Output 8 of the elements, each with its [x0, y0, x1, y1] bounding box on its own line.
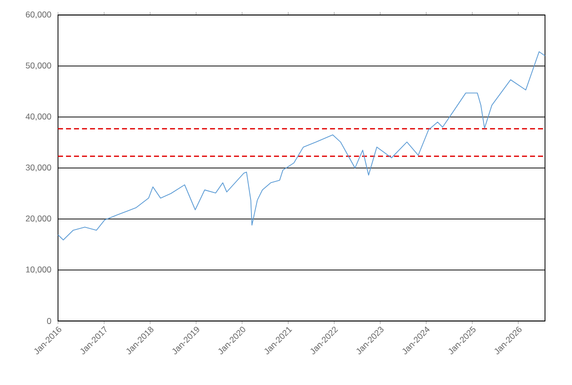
y-tick-label: 20,000 [26, 215, 52, 223]
y-tick-label: 60,000 [26, 11, 52, 18]
y-tick-label: 0 [47, 318, 52, 324]
y-tick-label: 50,000 [26, 62, 52, 70]
y-tick-label: 40,000 [26, 113, 52, 121]
y-tick-label: 30,000 [26, 164, 52, 172]
line-series [58, 51, 546, 240]
y-tick-label: 10,000 [26, 266, 52, 274]
